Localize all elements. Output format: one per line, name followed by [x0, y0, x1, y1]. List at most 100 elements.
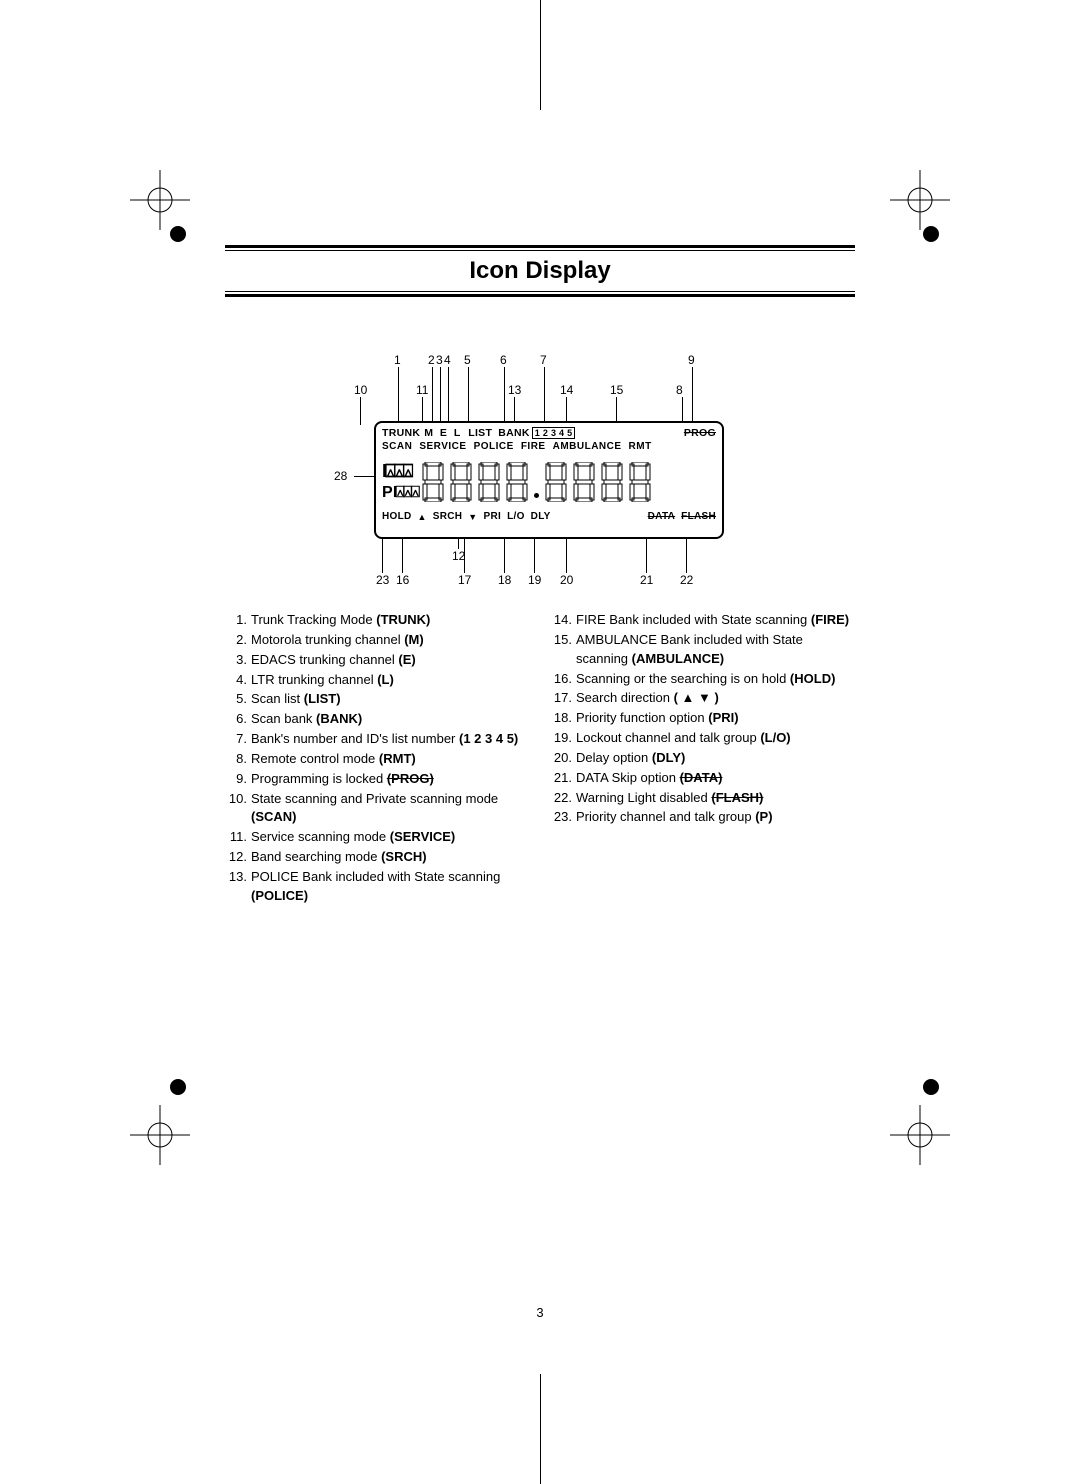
- legend-text: Search direction ( ▲ ▼ ): [576, 689, 855, 708]
- legend-item: 17.Search direction ( ▲ ▼ ): [550, 689, 855, 708]
- callout-number: 11: [416, 383, 428, 397]
- lcd-dly: DLY: [531, 511, 551, 522]
- leader-line: [382, 539, 383, 573]
- legend-text: Scanning or the searching is on hold (HO…: [576, 670, 855, 689]
- legend-text: EDACS trunking channel (E): [251, 651, 530, 670]
- legend-text: LTR trunking channel (L): [251, 671, 530, 690]
- legend-number: 17.: [550, 689, 576, 708]
- legend-item: 11.Service scanning mode (SERVICE): [225, 828, 530, 847]
- seven-seg-digit: [478, 462, 500, 502]
- leader-line: [646, 539, 647, 573]
- legend-number: 3.: [225, 651, 251, 670]
- reg-disc-icon: [922, 225, 940, 243]
- legend-text: Warning Light disabled (FLASH): [576, 789, 855, 808]
- lcd-service: SERVICE: [419, 441, 466, 452]
- page-title: Icon Display: [225, 257, 855, 285]
- legend-text: Priority channel and talk group (P): [576, 808, 855, 827]
- legend-item: 7.Bank's number and ID's list number (1 …: [225, 730, 530, 749]
- seven-seg-digit: [629, 462, 651, 502]
- callout-number: 4: [444, 353, 451, 367]
- lcd-panel: TRUNK M E L LIST BANK 1 2 3 4 5 PROG SCA…: [374, 421, 724, 539]
- leader-line: [566, 539, 567, 573]
- leader-line: [544, 367, 545, 421]
- rule-top: [225, 245, 855, 251]
- legend-right: 14.FIRE Bank included with State scannin…: [550, 611, 855, 907]
- legend-text: Programming is locked (PROG): [251, 770, 530, 789]
- crop-mark-br: [890, 1105, 950, 1165]
- leader-line: [692, 367, 693, 421]
- lcd-bank: BANK: [498, 427, 530, 439]
- lcd-pri: PRI: [484, 511, 502, 522]
- leader-line: [448, 367, 449, 421]
- lcd-row-3: HOLD ▲ SRCH ▼ PRI L/O DLY DATA FLASH: [382, 511, 716, 522]
- callout-number: 10: [354, 383, 367, 397]
- lcd-digits: [422, 462, 651, 502]
- legend-number: 7.: [225, 730, 251, 749]
- leader-line: [440, 367, 441, 421]
- callout-number: 1: [394, 353, 401, 367]
- seven-seg-digit: [573, 462, 595, 502]
- leader-line: [464, 539, 465, 573]
- legend-item: 18.Priority function option (PRI): [550, 709, 855, 728]
- legend-text: DATA Skip option (DATA): [576, 769, 855, 788]
- legend-text: Trunk Tracking Mode (TRUNK): [251, 611, 530, 630]
- lcd-trunk: TRUNK: [382, 427, 420, 439]
- leader-line: [354, 476, 374, 477]
- crop-mark-tr: [890, 170, 950, 230]
- legend-number: 4.: [225, 671, 251, 690]
- crop-mark-bl: [130, 1105, 190, 1165]
- legend-columns: 1.Trunk Tracking Mode (TRUNK)2.Motorola …: [225, 611, 855, 907]
- lcd-seg-left: I⍓⍓⍓ P I⍓⍓⍓: [382, 460, 418, 504]
- legend-text: POLICE Bank included with State scanning…: [251, 868, 530, 906]
- legend-number: 16.: [550, 670, 576, 689]
- seven-seg-digit: [450, 462, 472, 502]
- callout-number: 23: [376, 573, 389, 587]
- up-triangle-icon: ▲: [418, 512, 427, 522]
- leader-line: [360, 397, 361, 425]
- legend-left: 1.Trunk Tracking Mode (TRUNK)2.Motorola …: [225, 611, 530, 907]
- lcd-row-2: SCAN SERVICE POLICE FIRE AMBULANCE RMT: [382, 441, 716, 452]
- lcd-rmt: RMT: [629, 441, 652, 452]
- rule-bottom: [225, 291, 855, 297]
- callout-number: 6: [500, 353, 507, 367]
- legend-number: 2.: [225, 631, 251, 650]
- page-content: Icon Display 12345679 10111314158 28 TRU…: [225, 245, 855, 907]
- legend-text: FIRE Bank included with State scanning (…: [576, 611, 855, 630]
- legend-item: 23.Priority channel and talk group (P): [550, 808, 855, 827]
- legend-text: Service scanning mode (SERVICE): [251, 828, 530, 847]
- page-number: 3: [225, 1305, 855, 1320]
- legend-text: Scan list (LIST): [251, 690, 530, 709]
- legend-item: 1.Trunk Tracking Mode (TRUNK): [225, 611, 530, 630]
- leader-line: [468, 367, 469, 421]
- legend-item: 10.State scanning and Private scanning m…: [225, 790, 530, 828]
- legend-number: 15.: [550, 631, 576, 669]
- lcd-fire: FIRE: [521, 441, 546, 452]
- callout-number: 15: [610, 383, 623, 397]
- seven-seg-digit: [601, 462, 623, 502]
- crop-mark-tl: [130, 170, 190, 230]
- lcd-prog: PROG: [684, 427, 716, 439]
- callout-number: 13: [508, 383, 521, 397]
- lcd-segments: I⍓⍓⍓ P I⍓⍓⍓: [382, 456, 716, 508]
- lcd-police: POLICE: [474, 441, 514, 452]
- legend-text: Band searching mode (SRCH): [251, 848, 530, 867]
- legend-text: Delay option (DLY): [576, 749, 855, 768]
- legend-number: 9.: [225, 770, 251, 789]
- leader-line: [398, 367, 399, 421]
- down-triangle-icon: ▼: [468, 512, 477, 522]
- legend-number: 19.: [550, 729, 576, 748]
- legend-text: Remote control mode (RMT): [251, 750, 530, 769]
- callout-number: 22: [680, 573, 693, 587]
- callout-28: 28: [334, 469, 347, 483]
- callout-number: 20: [560, 573, 573, 587]
- leader-line: [432, 367, 433, 421]
- legend-number: 10.: [225, 790, 251, 828]
- legend-text: State scanning and Private scanning mode…: [251, 790, 530, 828]
- legend-item: 16.Scanning or the searching is on hold …: [550, 670, 855, 689]
- lcd-bank-numbers: 1 2 3 4 5: [532, 427, 576, 439]
- legend-number: 23.: [550, 808, 576, 827]
- legend-number: 18.: [550, 709, 576, 728]
- legend-number: 22.: [550, 789, 576, 808]
- lcd-scan: SCAN: [382, 441, 412, 452]
- legend-number: 12.: [225, 848, 251, 867]
